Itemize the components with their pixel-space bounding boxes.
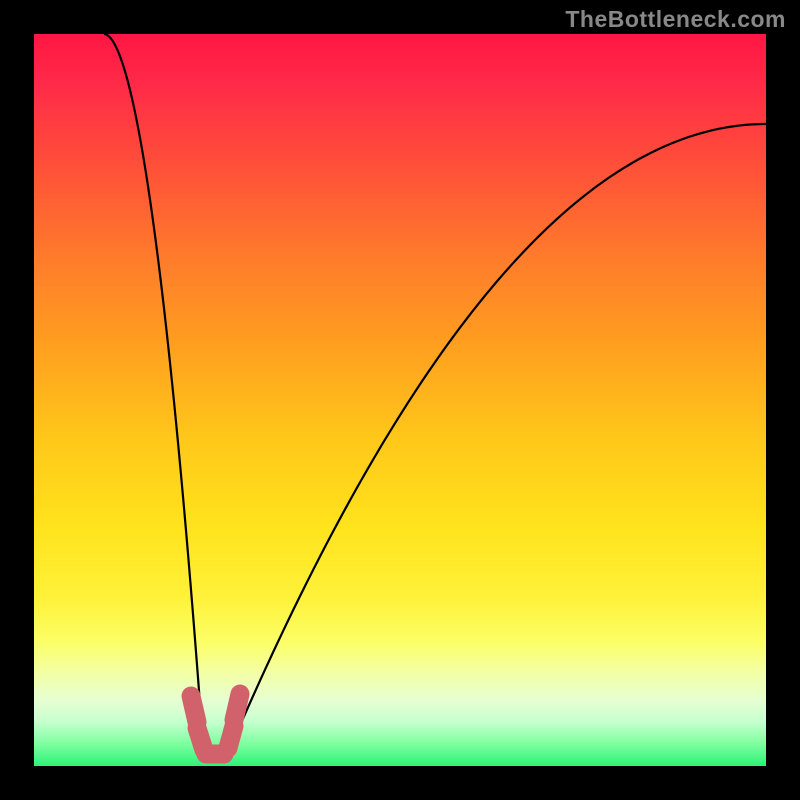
plot-area xyxy=(34,34,766,766)
blob-segment xyxy=(191,696,197,722)
blob-segment xyxy=(234,694,240,720)
bottleneck-curve xyxy=(34,34,766,766)
curve-left-branch xyxy=(104,34,204,758)
watermark-text: TheBottleneck.com xyxy=(565,6,786,33)
valley-blob xyxy=(191,694,240,754)
curve-right-branch xyxy=(226,124,766,758)
